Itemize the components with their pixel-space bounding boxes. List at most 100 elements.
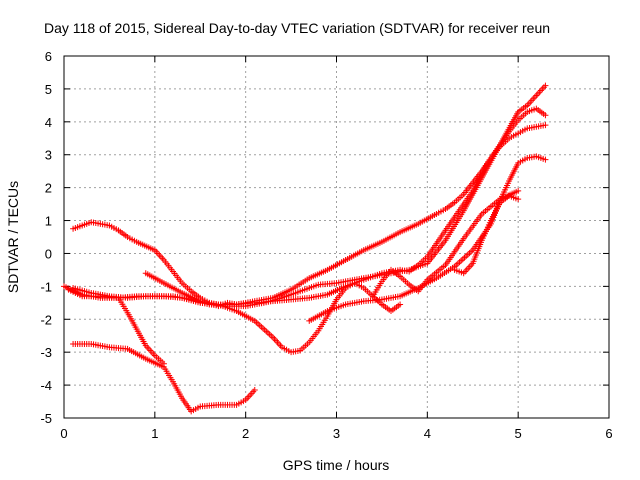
y-tick-label: -5	[40, 411, 52, 426]
track-7-point	[542, 156, 549, 163]
track-5-trace	[199, 402, 220, 410]
track-1-trace	[362, 239, 383, 253]
track-3-trace	[461, 176, 484, 212]
track-1-trace	[535, 122, 547, 130]
track-6-trace	[144, 271, 165, 285]
track-3-trace	[525, 94, 538, 107]
track-2-point	[542, 112, 549, 119]
track-5-trace	[162, 366, 175, 383]
track-7	[306, 153, 549, 324]
y-tick-label: 1	[45, 214, 52, 229]
track-6-trace	[380, 302, 393, 313]
track-1-trace	[72, 223, 83, 231]
track-5-trace	[126, 346, 147, 361]
grid-lines	[64, 56, 609, 418]
y-tick-label: -4	[40, 378, 52, 393]
track-1-trace	[380, 230, 402, 244]
track-1-trace	[189, 289, 202, 300]
track-4-trace	[134, 328, 148, 347]
track-2-trace	[516, 110, 529, 122]
track-1-trace	[117, 228, 129, 239]
track-9-trace	[488, 201, 502, 222]
track-6-trace	[290, 347, 301, 355]
track-6-trace	[298, 340, 311, 352]
track-8-trace	[407, 283, 420, 293]
track-6-trace	[217, 302, 238, 314]
track-1-trace	[153, 248, 166, 262]
track-3-point	[542, 82, 549, 89]
track-2-trace	[526, 106, 538, 115]
track-2-trace	[308, 292, 329, 301]
track-1-trace	[135, 239, 156, 253]
track-7-trace	[381, 293, 401, 303]
track-5-trace	[190, 404, 201, 414]
x-tick-label: 0	[60, 426, 67, 441]
track-9-trace	[498, 194, 511, 205]
track-1-trace	[162, 258, 175, 273]
track-7-trace	[344, 298, 365, 308]
track-4-trace	[153, 354, 166, 366]
track-9-point	[515, 196, 522, 203]
track-5-trace	[235, 398, 247, 407]
track-6-trace	[281, 345, 292, 354]
track-5-trace	[244, 388, 257, 402]
chart-title: Day 118 of 2015, Sidereal Day-to-day VTE…	[44, 20, 550, 36]
track-8-point	[515, 187, 522, 194]
track-1-trace	[344, 248, 365, 262]
y-tick-label: -1	[40, 279, 52, 294]
track-5-trace	[108, 344, 129, 352]
track-7-trace	[435, 264, 456, 280]
track-4-trace	[125, 311, 139, 331]
track-8-trace	[416, 278, 429, 293]
track-5-trace	[180, 397, 193, 413]
track-1-trace	[417, 212, 438, 226]
track-6-trace	[235, 309, 256, 323]
track-1-trace	[326, 258, 347, 272]
x-axis-label: GPS time / hours	[283, 457, 390, 473]
y-tick-label: 5	[45, 82, 52, 97]
track-8-trace	[380, 268, 393, 283]
track-1-trace	[81, 220, 92, 228]
track-6-trace	[335, 286, 348, 301]
track-6-trace	[353, 281, 365, 290]
track-7-trace	[507, 161, 521, 183]
track-3-trace	[263, 295, 283, 306]
track-1-trace	[526, 124, 538, 131]
track-5-point	[251, 387, 258, 394]
y-tick-label: 4	[45, 115, 52, 130]
track-3-trace	[516, 103, 529, 114]
track-8-trace	[462, 212, 484, 240]
track-8-trace	[426, 263, 447, 282]
data-series	[61, 82, 549, 415]
y-tick-label: 2	[45, 181, 52, 196]
track-6-trace	[344, 281, 356, 290]
track-3-trace	[479, 143, 502, 179]
track-5-trace	[90, 341, 111, 350]
track-2-trace	[452, 202, 466, 219]
track-6-trace	[316, 315, 330, 332]
track-8-trace	[371, 280, 384, 298]
track-3-trace	[443, 209, 466, 242]
track-1-trace	[435, 207, 447, 216]
track-8-trace	[480, 197, 502, 216]
track-1-trace	[399, 221, 420, 235]
y-tick-label: 6	[45, 49, 52, 64]
track-8-trace	[398, 275, 411, 287]
x-tick-label: 3	[333, 426, 340, 441]
track-9-trace	[462, 261, 475, 275]
track-2-trace	[326, 284, 347, 297]
track-1-trace	[508, 131, 519, 141]
y-tick-label: -2	[40, 312, 52, 327]
track-7-trace	[517, 156, 528, 165]
x-tick-label: 5	[515, 426, 522, 441]
track-1-trace	[444, 200, 456, 211]
x-tick-label: 2	[242, 426, 249, 441]
track-4	[61, 283, 167, 367]
y-tick-label: 0	[45, 246, 52, 261]
track-1-trace	[453, 192, 465, 204]
track-9	[451, 192, 522, 277]
track-7-trace	[535, 154, 547, 162]
track-6-trace	[162, 281, 184, 295]
track-7-trace	[526, 153, 538, 161]
